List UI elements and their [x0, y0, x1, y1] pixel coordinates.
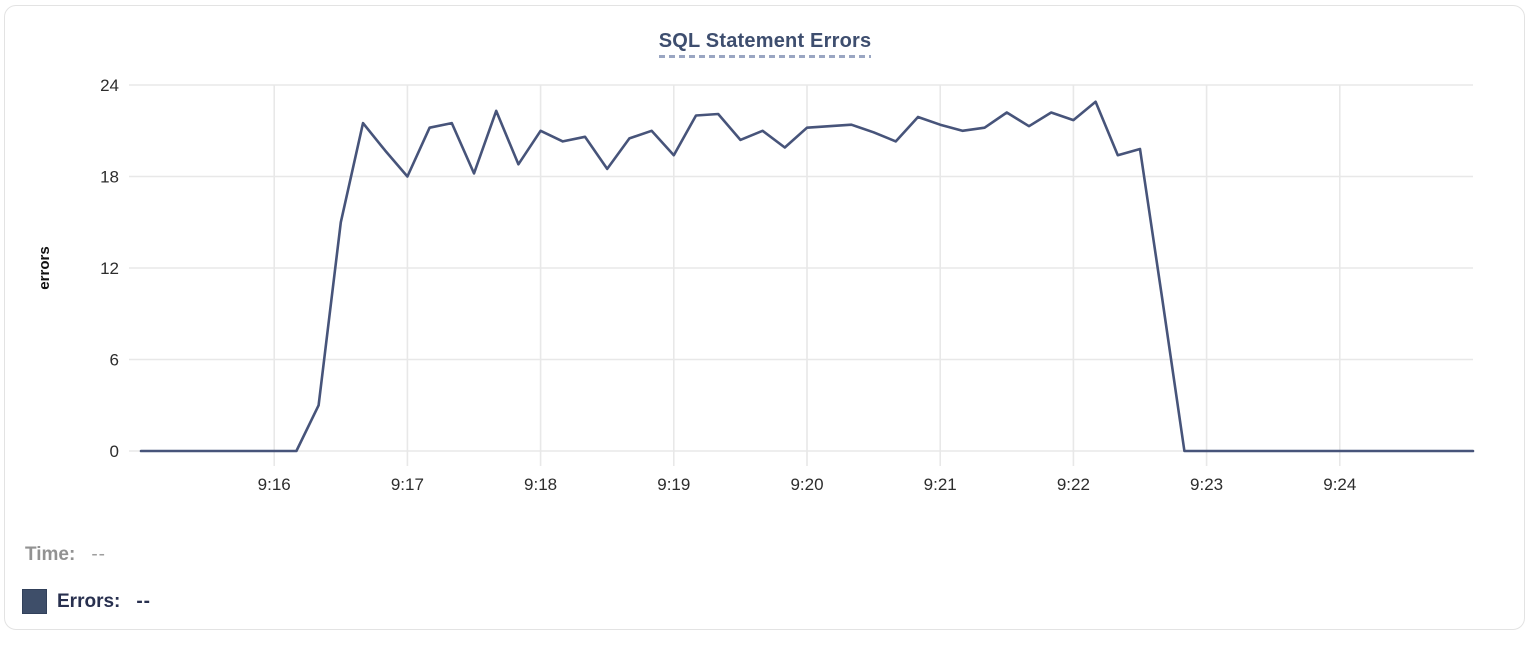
series-line-errors [139, 100, 1475, 453]
tooltip-time-label: Time: [25, 544, 76, 565]
svg-text:9:22: 9:22 [1057, 475, 1090, 494]
svg-text:18: 18 [100, 168, 119, 187]
y-axis-title: errors [36, 246, 53, 289]
grid-lines [129, 84, 1473, 466]
svg-text:9:24: 9:24 [1323, 475, 1356, 494]
chart-title[interactable]: SQL Statement Errors [658, 30, 872, 58]
chart-card: SQL Statement Errors 0 6 12 18 24 9:16 9:17 9:1… [4, 5, 1525, 630]
svg-text:24: 24 [100, 76, 119, 95]
svg-text:12: 12 [100, 259, 119, 278]
svg-text:9:17: 9:17 [391, 475, 424, 494]
y-axis-labels: 0 6 12 18 24 [100, 76, 119, 461]
svg-text:9:21: 9:21 [924, 475, 957, 494]
svg-text:9:20: 9:20 [790, 475, 823, 494]
svg-text:9:16: 9:16 [258, 475, 291, 494]
chart-header: SQL Statement Errors [1, 30, 1528, 58]
svg-text:9:18: 9:18 [524, 475, 557, 494]
svg-text:9:23: 9:23 [1190, 475, 1223, 494]
legend-errors-value: -- [136, 590, 152, 612]
legend-errors-row[interactable]: Errors: -- [22, 589, 151, 614]
svg-text:6: 6 [110, 351, 119, 370]
tooltip-time-row: Time: -- [25, 544, 106, 566]
tooltip-time-value: -- [91, 544, 106, 565]
legend-errors-label: Errors: [57, 590, 121, 612]
sql-errors-line-chart[interactable]: 0 6 12 18 24 9:16 9:17 9:18 9:19 9:20 9:21 9:22 9:23… [1, 1, 1528, 521]
svg-text:9:19: 9:19 [657, 475, 690, 494]
x-axis-labels: 9:16 9:17 9:18 9:19 9:20 9:21 9:22 9:23 9:24 [258, 475, 1357, 494]
svg-text:0: 0 [110, 442, 119, 461]
errors-series-swatch [22, 589, 47, 614]
